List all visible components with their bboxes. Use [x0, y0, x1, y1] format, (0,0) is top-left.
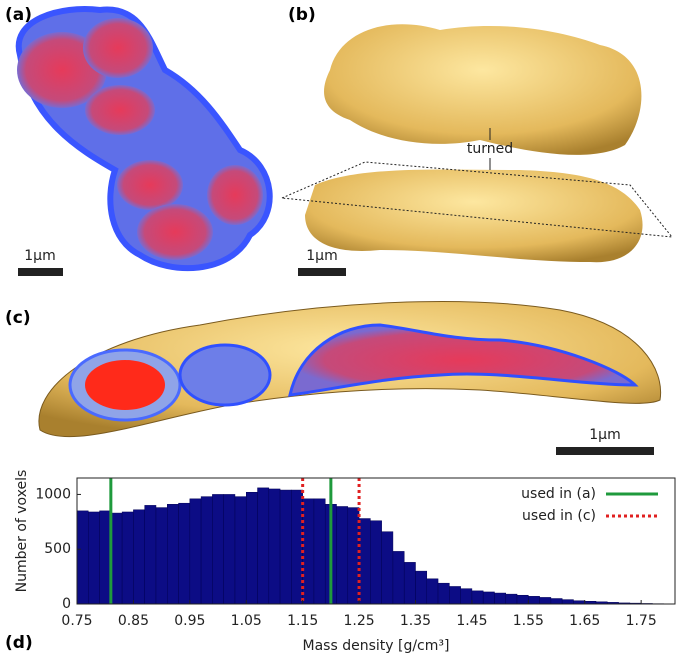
bar — [562, 600, 573, 604]
bar — [348, 508, 359, 604]
histogram: 0.75 0.85 0.95 1.05 1.15 1.25 1.35 1.45 1.55 1.65… — [14, 470, 675, 654]
x-tick-label: 1.55 — [513, 613, 544, 629]
bar — [224, 494, 235, 604]
bar — [133, 510, 144, 604]
bar — [291, 490, 302, 604]
bar — [370, 521, 381, 604]
bar — [540, 597, 551, 604]
x-tick-label: 1.15 — [287, 613, 318, 629]
y-tick-label: 1000 — [35, 486, 71, 502]
bar — [506, 594, 517, 604]
y-tick-label: 0 — [62, 596, 71, 612]
bar — [235, 497, 246, 604]
x-tick-label: 1.05 — [231, 613, 262, 629]
bar — [359, 519, 370, 604]
x-tick-label: 1.35 — [400, 613, 431, 629]
scale-label: 1μm — [306, 248, 337, 264]
x-tick-label: 0.95 — [174, 613, 205, 629]
legend-label: used in (a) — [521, 486, 596, 502]
bar — [269, 489, 280, 604]
bar — [77, 511, 88, 604]
bar — [404, 562, 415, 604]
bar — [461, 589, 472, 604]
bar — [517, 595, 528, 604]
bar — [111, 513, 122, 604]
bar — [88, 512, 99, 604]
bar — [167, 504, 178, 604]
bar — [258, 488, 269, 604]
bar — [438, 583, 449, 604]
x-tick-label: 1.25 — [343, 613, 374, 629]
bar — [145, 505, 156, 604]
bar — [472, 591, 483, 604]
bar — [449, 586, 460, 604]
y-axis-label: Number of voxels — [14, 470, 30, 593]
bar — [337, 506, 348, 604]
bar — [122, 512, 133, 604]
bar — [303, 499, 314, 604]
bar — [190, 499, 201, 604]
bar — [100, 511, 111, 604]
bar — [212, 494, 223, 604]
y-tick-label: 500 — [44, 541, 71, 557]
x-axis-label: Mass density [g/cm³] — [303, 638, 450, 654]
legend-label: used in (c) — [522, 508, 596, 524]
annotation: turned — [467, 141, 513, 157]
bar — [246, 492, 257, 604]
panel-c-image — [39, 302, 661, 455]
bar — [156, 508, 167, 604]
x-tick-label: 1.75 — [626, 613, 657, 629]
scale-label: 1μm — [24, 248, 55, 264]
bar — [528, 596, 539, 604]
panel-label: (a) — [5, 5, 32, 25]
panel-a-image — [17, 9, 270, 276]
bar — [415, 571, 426, 604]
bar — [314, 499, 325, 604]
panel-label: (d) — [5, 633, 33, 653]
bar — [201, 497, 212, 604]
x-tick-label: 0.75 — [61, 613, 92, 629]
panel-label: (c) — [5, 308, 31, 328]
x-tick-label: 1.65 — [569, 613, 600, 629]
bar — [280, 490, 291, 604]
x-tick-label: 1.45 — [456, 613, 487, 629]
bar — [382, 532, 393, 604]
bar — [494, 593, 505, 604]
bar — [179, 503, 190, 604]
bar — [393, 551, 404, 604]
panel-label: (b) — [288, 5, 316, 25]
bar — [551, 599, 562, 604]
x-tick-label: 0.85 — [118, 613, 149, 629]
scale-label: 1μm — [589, 427, 620, 443]
bar — [483, 592, 494, 604]
bar — [427, 579, 438, 604]
